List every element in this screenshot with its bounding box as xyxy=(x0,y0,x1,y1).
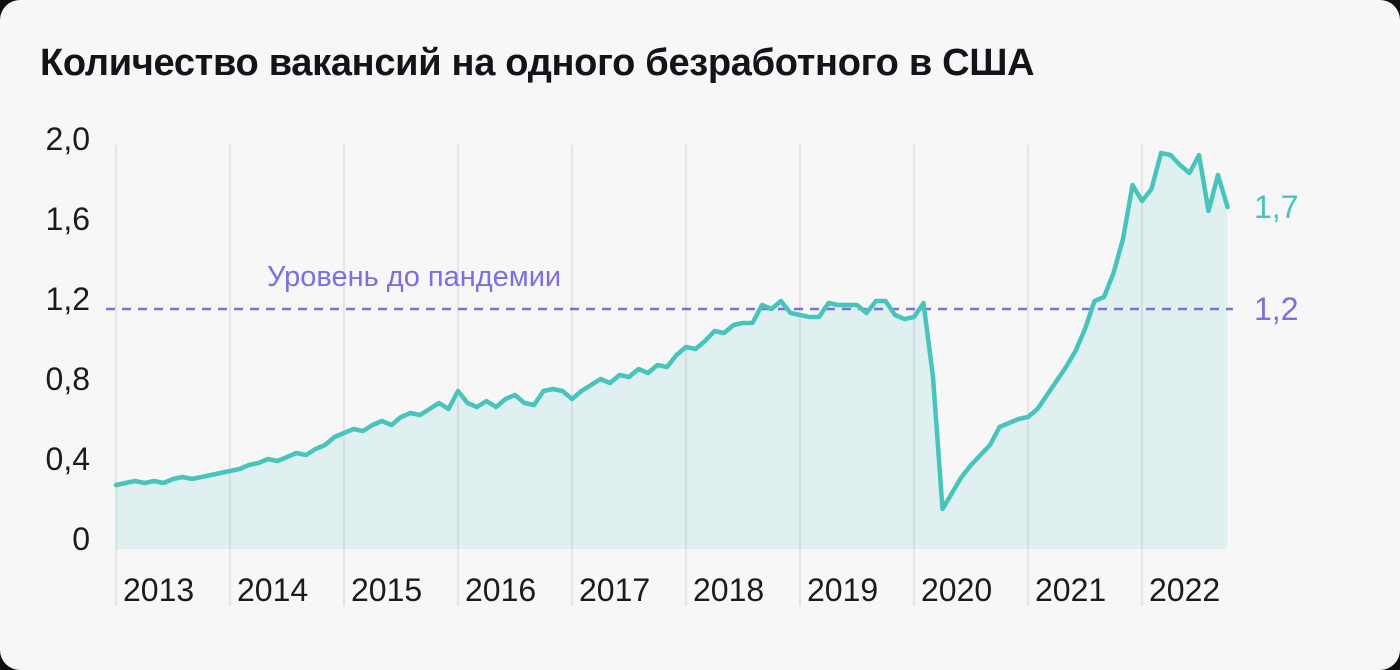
y-axis-tick: 0,8 xyxy=(45,361,90,397)
year-gridlines xyxy=(115,145,1143,606)
y-axis-tick: 1,2 xyxy=(45,281,90,317)
x-axis-year: 2015 xyxy=(351,572,423,608)
pre-pandemic-value-label: 1,2 xyxy=(1254,291,1299,327)
series-line xyxy=(113,150,1230,512)
pre-pandemic-level-label: Уровень до пандемии xyxy=(267,261,562,293)
x-axis-year: 2020 xyxy=(921,572,993,608)
x-axis-year: 2022 xyxy=(1149,572,1221,608)
series-area-fill xyxy=(116,153,1228,549)
x-axis-year: 2014 xyxy=(237,572,309,608)
y-axis-tick: 0,4 xyxy=(45,441,90,477)
chart-title: Количество вакансий на одного безработно… xyxy=(40,42,1035,84)
current-value-label: 1,7 xyxy=(1254,189,1299,225)
x-axis-year: 2019 xyxy=(807,572,879,608)
y-axis-tick: 0 xyxy=(72,521,90,557)
x-axis-year: 2017 xyxy=(579,572,651,608)
x-axis-year: 2013 xyxy=(123,572,195,608)
x-axis-year: 2018 xyxy=(693,572,765,608)
x-axis-year: 2021 xyxy=(1035,572,1107,608)
y-axis-tick: 2,0 xyxy=(45,121,90,157)
y-axis-tick: 1,6 xyxy=(45,201,90,237)
x-axis-year: 2016 xyxy=(465,572,537,608)
